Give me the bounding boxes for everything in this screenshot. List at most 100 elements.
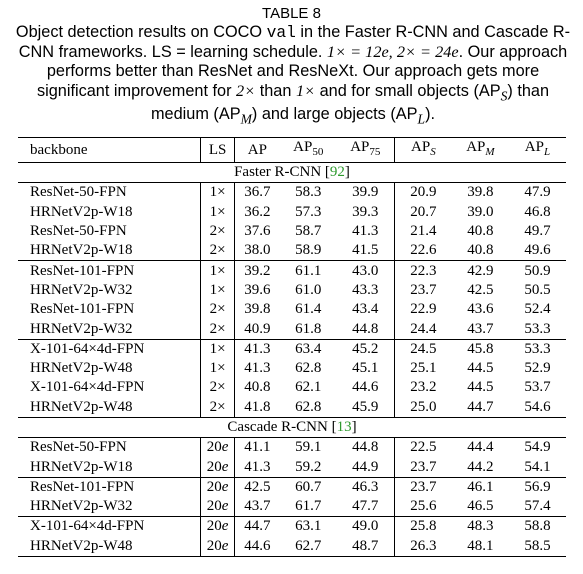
header-cell: backbone [18, 137, 202, 163]
backbone-cell: HRNetV2p-W48 [18, 358, 202, 379]
value-cell: 61.4 [295, 301, 322, 318]
value-cell: 49.7 [524, 223, 551, 240]
ls-cell: 1× [200, 358, 235, 379]
caption-part: 2× [236, 81, 256, 100]
value-cell: 44.5 [467, 379, 494, 396]
value-cell: 22.9 [410, 301, 437, 318]
caption-part: val [266, 23, 296, 42]
section-cell: Faster R-CNN [92] [18, 161, 566, 183]
ls-cell: 2× [200, 397, 235, 418]
value-cell: 45.2 [336, 338, 395, 359]
header-cell: APL [508, 137, 566, 163]
header-row: backbone LS AP AP50 AP75 APS APM APL [18, 137, 566, 163]
value-cell: 44.8 [336, 437, 395, 458]
value-cell: 47.9 [508, 182, 566, 203]
value-cell: 54.1 [524, 458, 551, 475]
section-name: Faster R-CNN [234, 164, 322, 181]
value-cell: 40.8 [244, 379, 271, 396]
reference: 92 [329, 164, 345, 181]
value-cell: 58.3 [279, 182, 337, 203]
value-cell: 48.7 [336, 536, 395, 557]
ls-cell: 2× [200, 221, 235, 242]
data-row: HRNetV2p-W48 20e 44.6 62.7 48.7 26.3 48.1 58.5 [18, 536, 566, 557]
backbone-cell: ResNet-50-FPN [18, 182, 202, 203]
value-cell: 25.8 [394, 516, 452, 537]
backbone-cell: X-101-64×4d-FPN [18, 516, 202, 537]
value-cell: 50.5 [524, 281, 551, 298]
value-cell: 42.9 [451, 260, 509, 281]
value-cell: 23.7 [410, 458, 437, 475]
caption-part: Object detection results on COCO [15, 23, 267, 41]
value-cell: 52.4 [524, 301, 551, 318]
value-cell: 58.9 [295, 242, 322, 259]
value-cell: 20.9 [394, 182, 452, 203]
header-text: AP [247, 141, 267, 158]
value-cell: 41.3 [336, 221, 395, 242]
value-cell: 39.8 [451, 182, 509, 203]
ls-cell: 20e [200, 437, 235, 458]
caption-part: ) and large objects (AP [251, 105, 418, 124]
value-cell: 25.6 [410, 498, 437, 515]
value-cell: 52.9 [524, 360, 551, 377]
value-cell: 37.6 [244, 223, 271, 240]
data-row: HRNetV2p-W32 20e 43.7 61.7 47.7 25.6 46.5 57.4 [18, 497, 566, 517]
header-cell: APM [451, 137, 509, 163]
header-cell: AP [234, 137, 280, 163]
value-cell: 45.1 [336, 358, 395, 379]
caption-part: than [255, 82, 296, 100]
backbone-cell: HRNetV2p-W48 [18, 536, 202, 557]
data-row: HRNetV2p-W32 1× 39.6 61.0 43.3 23.7 42.5 50.5 [18, 280, 566, 301]
value-cell: 58.8 [508, 516, 566, 537]
data-row: HRNetV2p-W32 2× 40.9 61.8 44.8 24.4 43.7 53.3 [18, 319, 566, 340]
value-cell: 44.7 [467, 398, 494, 415]
value-cell: 41.3 [234, 338, 280, 359]
value-cell: 61.0 [295, 281, 322, 298]
value-cell: 36.7 [234, 182, 280, 203]
value-cell: 44.2 [467, 458, 494, 475]
value-cell: 41.8 [244, 398, 271, 415]
header-text: backbone [30, 141, 88, 158]
value-cell: 60.7 [279, 476, 337, 498]
backbone-cell: ResNet-101-FPN [18, 300, 202, 320]
value-cell: 46.5 [467, 498, 494, 515]
value-cell: 49.6 [524, 242, 551, 259]
ls-cell: 2× [200, 241, 235, 261]
value-cell: 45.9 [336, 397, 395, 418]
backbone-cell: ResNet-50-FPN [18, 437, 202, 458]
value-cell: 46.3 [336, 476, 395, 498]
caption-part: . Our approach performs better than ResN… [36, 43, 568, 100]
value-cell: 44.9 [336, 457, 395, 478]
value-cell: 25.0 [410, 398, 437, 415]
backbone-cell: ResNet-101-FPN [18, 476, 202, 498]
value-cell: 43.7 [244, 498, 271, 515]
ls-cell: 20e [200, 457, 235, 478]
caption-part: S [500, 88, 508, 104]
value-cell: 44.6 [336, 378, 395, 398]
value-cell: 57.4 [524, 498, 551, 515]
ls-cell: 2× [200, 300, 235, 320]
value-cell: 24.4 [410, 320, 437, 337]
value-cell: 56.9 [508, 476, 566, 498]
value-cell: 43.3 [336, 280, 395, 301]
backbone-cell: ResNet-50-FPN [18, 221, 202, 242]
reference: 13 [336, 419, 352, 435]
value-cell: 21.4 [410, 223, 437, 240]
header-text: AP [411, 139, 431, 155]
value-cell: 22.5 [394, 437, 452, 458]
value-cell: 41.1 [234, 437, 280, 458]
backbone-cell: HRNetV2p-W32 [18, 280, 202, 301]
backbone-cell: HRNetV2p-W18 [18, 202, 202, 222]
caption-part: 1× [295, 81, 316, 100]
value-cell: 61.1 [279, 260, 337, 281]
value-cell: 39.0 [467, 203, 494, 220]
value-cell: 53.3 [508, 338, 566, 359]
caption: Object detection results on COCO val in … [14, 23, 572, 129]
value-cell: 44.6 [234, 536, 280, 557]
value-cell: 40.9 [244, 320, 271, 337]
value-cell: 61.7 [295, 498, 322, 515]
backbone-cell: X-101-64×4d-FPN [18, 378, 202, 398]
data-row: HRNetV2p-W48 2× 41.8 62.8 45.9 25.0 44.7 54.6 [18, 397, 566, 418]
caption-part: and for small objects (AP [315, 82, 501, 100]
value-cell: 59.1 [279, 437, 337, 458]
backbone-cell: X-101-64×4d-FPN [18, 338, 202, 359]
